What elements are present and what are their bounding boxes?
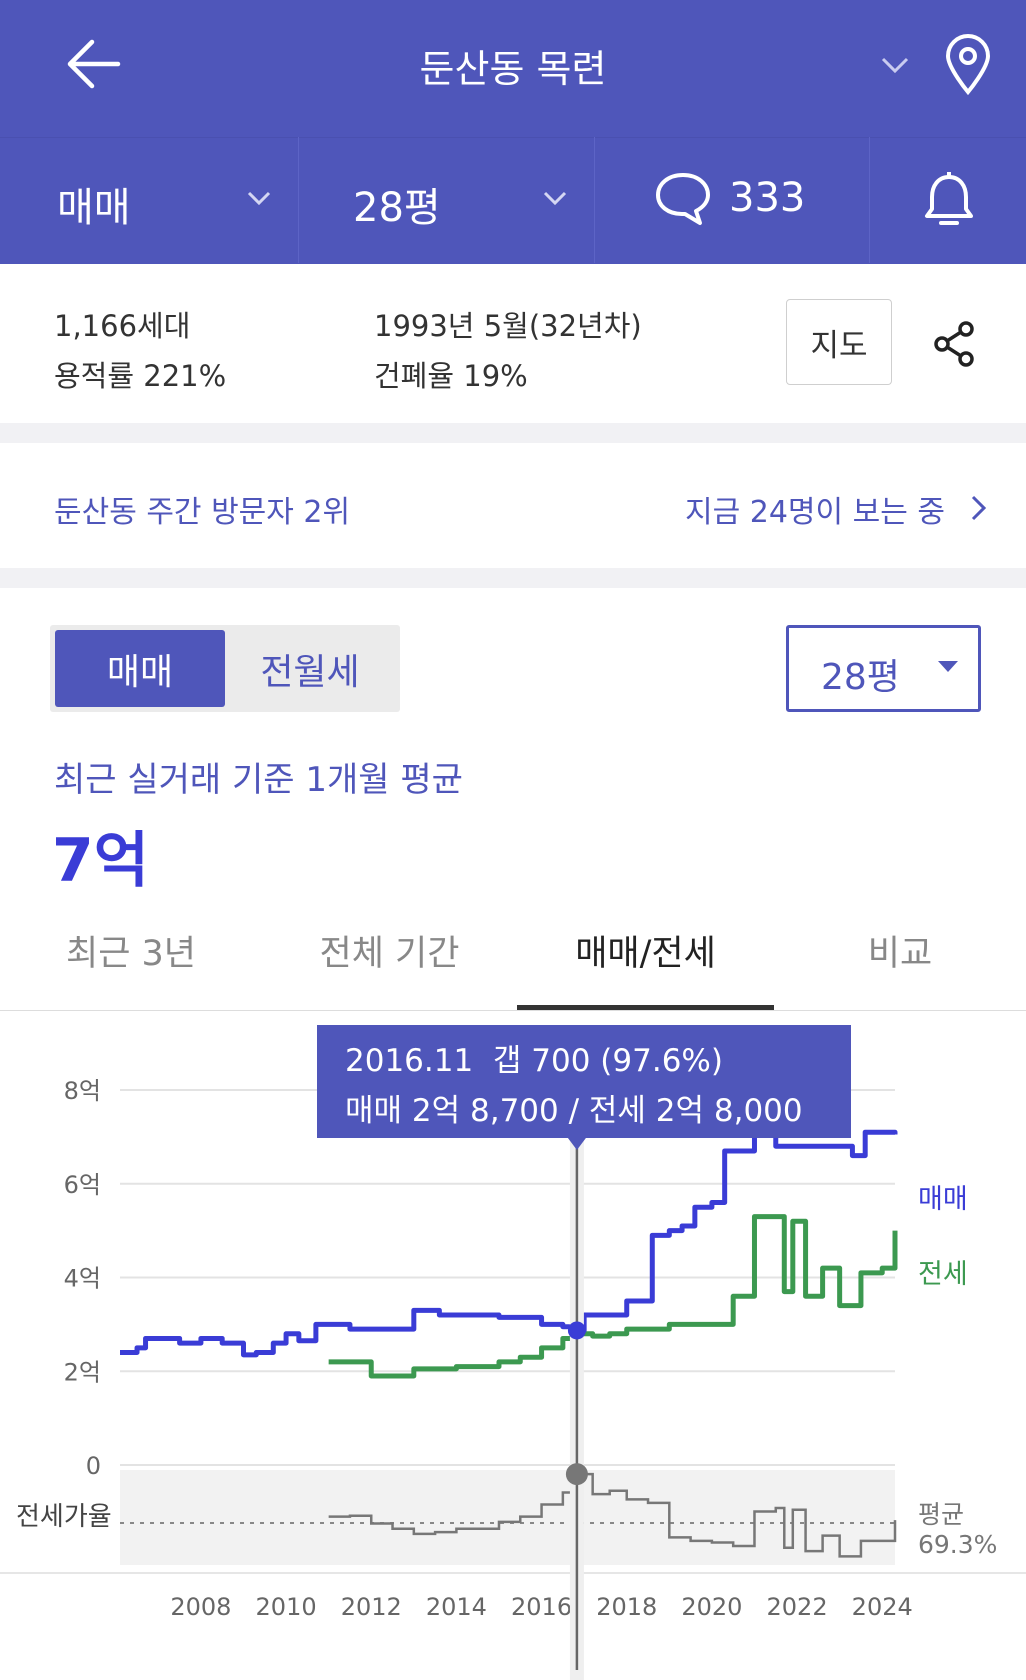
coverage-ratio: 건폐율 19% bbox=[374, 359, 528, 393]
tab-recent-3y[interactable]: 최근 3년 bbox=[66, 934, 196, 974]
size-select-value: 28평 bbox=[821, 657, 900, 698]
x-tick-label: 2008 bbox=[170, 1593, 231, 1621]
ratio-average-label: 평균 bbox=[918, 1500, 964, 1529]
chart-tooltip: 2016.11 갭 700 (97.6%) 매매 2억 8,700 / 전세 2… bbox=[317, 1025, 851, 1138]
tab-sale-jeonse[interactable]: 매매/전세 bbox=[575, 934, 716, 974]
share-icon[interactable] bbox=[932, 320, 978, 368]
floor-area-ratio: 용적률 221% bbox=[54, 359, 227, 393]
chevron-down-icon[interactable] bbox=[880, 55, 910, 75]
chevron-down-icon bbox=[247, 191, 271, 206]
location-pin-icon[interactable] bbox=[944, 34, 992, 96]
x-tick-label: 2010 bbox=[256, 1593, 317, 1621]
built-year: 1993년 5월(32년차) bbox=[374, 309, 642, 343]
page-title: 둔산동 목련 bbox=[419, 47, 607, 91]
highlight-point-ratio bbox=[565, 1463, 588, 1486]
viewing-now-text: 지금 24명이 보는 중 bbox=[685, 495, 945, 530]
section-divider bbox=[0, 568, 1026, 588]
y-tick-label: 4억 bbox=[64, 1265, 101, 1293]
back-arrow-icon[interactable] bbox=[62, 38, 122, 90]
y-tick-label: 8억 bbox=[64, 1077, 101, 1105]
ratio-band-bg bbox=[120, 1470, 895, 1565]
tooltip-line2: 매매 2억 8,700 / 전세 2억 8,000 bbox=[345, 1093, 803, 1129]
toggle-rent[interactable]: 전월세 bbox=[260, 651, 360, 693]
notification-button[interactable] bbox=[869, 137, 1026, 263]
x-tick-label: 2024 bbox=[852, 1593, 913, 1621]
tooltip-pointer bbox=[567, 1138, 586, 1150]
y-tick-label: 6억 bbox=[64, 1171, 101, 1199]
x-tick-label: 2022 bbox=[767, 1593, 828, 1621]
chevron-down-icon bbox=[543, 191, 567, 206]
price-value: 7억 bbox=[52, 826, 149, 896]
size-select[interactable]: 28평 bbox=[786, 625, 981, 712]
active-tab-indicator bbox=[517, 1005, 774, 1010]
legend-sale: 매매 bbox=[918, 1184, 968, 1215]
x-tick-label: 2018 bbox=[596, 1593, 657, 1621]
y-tick-label: 2억 bbox=[64, 1358, 101, 1386]
chevron-right-icon bbox=[971, 495, 987, 521]
size-label: 28평 bbox=[353, 185, 441, 231]
comment-count: 333 bbox=[729, 175, 806, 221]
divider bbox=[594, 137, 595, 263]
tab-compare[interactable]: 비교 bbox=[867, 934, 933, 974]
x-tick-label: 2020 bbox=[681, 1593, 742, 1621]
bell-icon bbox=[925, 172, 973, 225]
ratio-average-value: 69.3% bbox=[918, 1530, 997, 1559]
highlight-point-sale bbox=[567, 1321, 586, 1340]
price-chart[interactable]: 0 2억 4억 6억 8억 2008 2010 2012 2014 2016 2018 2020 202… bbox=[0, 1010, 1026, 1680]
filter-bar bbox=[0, 137, 1026, 264]
visitor-rank-text: 둔산동 주간 방문자 2위 bbox=[54, 495, 351, 530]
map-button[interactable]: 지도 bbox=[786, 299, 892, 385]
legend-jeonse: 전세 bbox=[918, 1259, 968, 1290]
section-divider bbox=[0, 423, 1026, 443]
x-tick-label: 2016 bbox=[511, 1593, 572, 1621]
divider bbox=[869, 137, 870, 263]
comments-button[interactable]: 333 bbox=[594, 137, 869, 263]
caret-down-icon bbox=[938, 661, 958, 672]
tab-divider bbox=[0, 1010, 1026, 1011]
toggle-sale[interactable]: 매매 bbox=[55, 630, 225, 707]
sale-line bbox=[120, 1129, 898, 1358]
y-tick-label: 0 bbox=[86, 1452, 101, 1480]
x-tick-label: 2014 bbox=[426, 1593, 487, 1621]
trade-type-dropdown[interactable]: 매매 bbox=[0, 137, 298, 263]
top-app-bar: 둔산동 목련 bbox=[0, 0, 1026, 137]
visitor-banner[interactable]: 둔산동 주간 방문자 2위 지금 24명이 보는 중 bbox=[0, 443, 1026, 568]
tooltip-line1: 2016.11 갭 700 (97.6%) bbox=[345, 1043, 723, 1079]
households: 1,166세대 bbox=[54, 309, 191, 343]
ratio-axis-label: 전세가율 bbox=[16, 1502, 112, 1532]
price-caption: 최근 실거래 기준 1개월 평균 bbox=[54, 760, 463, 800]
x-tick-label: 2012 bbox=[341, 1593, 402, 1621]
size-dropdown[interactable]: 28평 bbox=[298, 137, 594, 263]
jeonse-line bbox=[328, 1214, 898, 1379]
trade-type-label: 매매 bbox=[57, 185, 131, 231]
tab-all-period[interactable]: 전체 기간 bbox=[319, 934, 460, 974]
divider bbox=[298, 137, 299, 263]
speech-bubble-icon bbox=[656, 173, 710, 225]
ratio-line bbox=[328, 1472, 897, 1558]
